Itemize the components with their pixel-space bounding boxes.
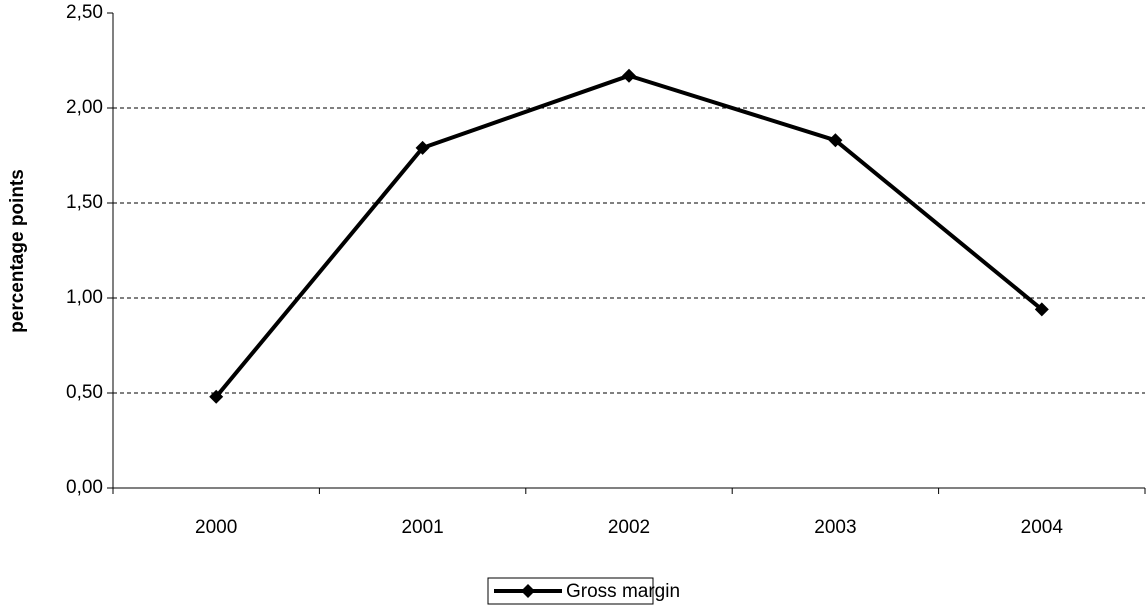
x-tick-label: 2003 <box>814 517 856 538</box>
x-tick-label: 2000 <box>195 517 237 538</box>
x-tick-label: 2002 <box>608 517 650 538</box>
y-tick-label: 2,50 <box>66 2 103 23</box>
marker <box>415 140 430 155</box>
y-tick-label: 0,00 <box>66 477 103 498</box>
x-tick-label: 2004 <box>1021 517 1064 538</box>
marker <box>1034 302 1049 317</box>
x-tick-label: 2001 <box>401 517 443 538</box>
y-tick-label: 1,00 <box>66 287 103 308</box>
legend-label: Gross margin <box>566 581 680 602</box>
y-tick-label: 2,00 <box>66 97 103 118</box>
line <box>214 73 1044 399</box>
legend-marker <box>521 584 535 598</box>
marker <box>622 68 636 83</box>
y-axis-label: percentage points <box>7 169 28 333</box>
y-tick-label: 1,50 <box>66 192 103 213</box>
marker <box>828 133 843 148</box>
marker <box>209 389 224 404</box>
y-tick-label: 0,50 <box>66 382 103 403</box>
